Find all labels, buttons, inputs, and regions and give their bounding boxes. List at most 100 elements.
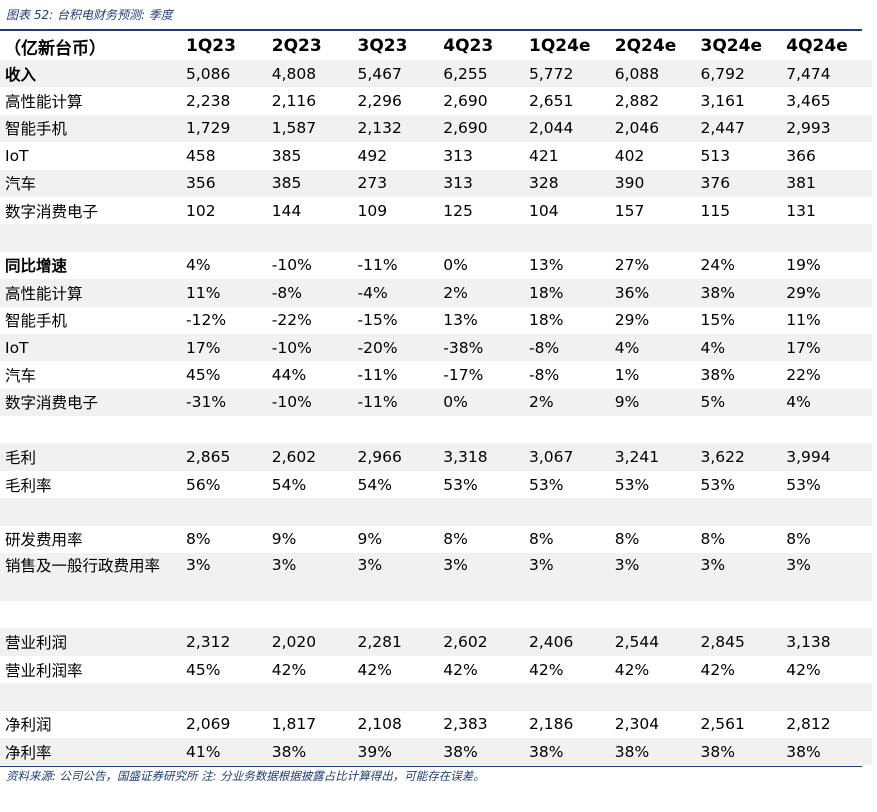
table-cell: 4% [614,333,701,362]
table-cell: -31% [186,388,272,417]
row-label: 毛利 [0,443,186,471]
table-cell: 29% [614,311,650,330]
row-label: 销售及一般行政费用率 [0,553,186,602]
table-cell: 3% [786,553,872,602]
table-cell [529,498,615,526]
header-1q23: 1Q23 [186,36,236,56]
table-cell: 2,602 [443,628,529,656]
table-cell: 3% [443,553,529,602]
table-cell [271,683,358,711]
table-cell: 2,602 [271,443,358,471]
row-label: 营业利润率 [5,661,83,680]
table-cell [358,416,444,443]
table-cell: 313 [443,146,473,165]
table-cell: 45% [186,660,221,679]
table-cell [443,224,529,252]
table-cell: 56% [186,475,221,494]
table-cell: 109 [357,201,388,220]
table-row: 研发费用率 8% 9% 9% 8% 8% 8% 8% 8% [0,526,872,553]
row-label [0,416,186,443]
row-label [0,498,186,526]
table-cell: 39% [357,737,444,766]
table-cell: 273 [357,169,444,197]
table-cell: 41% [186,737,272,766]
table-cell: 42% [700,660,735,679]
table-cell [700,683,787,711]
table-row: 数字消费电子 -31% -10% -11% 0% 2% 9% 5% 4% [0,388,872,417]
table-cell [700,224,787,252]
table-cell [529,601,615,628]
spacer-row [0,416,872,443]
table-cell: 328 [529,169,615,197]
table-cell: 3% [186,553,272,602]
header-2q24e: 2Q24e [614,36,677,56]
table-cell [443,601,529,628]
table-cell: 2,561 [700,715,745,734]
table-cell: 402 [614,146,645,165]
table-cell: 44% [271,365,307,384]
table-cell [357,683,444,711]
table-row: 营业利润 2,312 2,020 2,281 2,602 2,406 2,544 2,845 3… [0,628,872,656]
header-2q23: 2Q23 [271,36,322,56]
table-cell: 38% [700,365,735,384]
table-cell: 2,281 [357,628,444,656]
row-label: 高性能计算 [0,279,186,307]
table-cell: 131 [786,201,816,220]
table-cell: 5,772 [529,60,615,88]
table-cell [786,416,872,443]
table-row: 营业利润率 45% 42% 42% 42% 42% 42% 42% 42% [0,656,872,683]
row-label: 净利率 [0,737,186,766]
table-cell [614,683,701,711]
table-cell [271,498,358,526]
table-cell: 0% [443,256,468,275]
table-row: IoT 17% -10% -20% -38% -8% 4% 4% 17% [0,333,872,362]
table-cell: 2,993 [786,114,872,143]
table-cell [186,683,272,711]
table-cell: 376 [700,169,787,197]
table-cell: 2,544 [614,628,701,656]
table-cell [615,601,701,628]
table-cell: 2,812 [786,715,831,734]
table-cell [186,498,272,526]
table-cell: 3,067 [529,443,615,471]
table-cell: 27% [614,256,650,275]
table-cell: 2,186 [529,715,574,734]
table-cell [614,224,701,252]
row-label: 研发费用率 [5,531,83,550]
table-cell: 2,132 [357,114,444,143]
table-row: 高性能计算 11% -8% -4% 2% 18% 36% 38% 29% [0,279,872,307]
table-cell: 3,161 [700,92,745,111]
table-cell: 4% [186,256,211,275]
row-label: 同比增速 [5,257,68,276]
table-cell: 8% [443,530,468,549]
table-cell: 4% [786,388,872,417]
table-cell: 3% [614,553,701,602]
table-cell: -38% [443,333,529,362]
table-cell: 1,817 [271,715,317,734]
table-row: 智能手机 -12% -22% -15% 13% 18% 29% 15% 11% [0,307,872,334]
spacer-row [0,498,872,526]
table-row: 汽车 356 385 273 313 328 390 376 381 [0,169,872,197]
table-cell: 2,108 [357,715,402,734]
table-cell: 2,304 [614,715,660,734]
table-cell [615,416,701,443]
table-row: 净利率 41% 38% 39% 38% 38% 38% 38% 38% [0,737,872,766]
table-cell [529,224,615,252]
row-label: 收入 [0,60,186,88]
table-cell: 8% [529,530,554,549]
table-cell: 15% [700,311,735,330]
table-cell: 366 [786,146,816,165]
table-cell: -11% [357,388,444,417]
table-cell: 125 [443,201,473,220]
table-cell: 3% [700,553,787,602]
table-cell: 2,046 [614,114,701,143]
table-cell [272,416,358,443]
table-cell: -8% [529,365,560,384]
table-cell [186,416,272,443]
row-label: 数字消费电子 [5,202,99,221]
table-cell: 2,069 [186,715,231,734]
table-cell [529,683,615,711]
table-cell: 5,086 [186,60,272,88]
table-cell: 513 [700,146,731,165]
table-cell: -17% [443,365,484,384]
